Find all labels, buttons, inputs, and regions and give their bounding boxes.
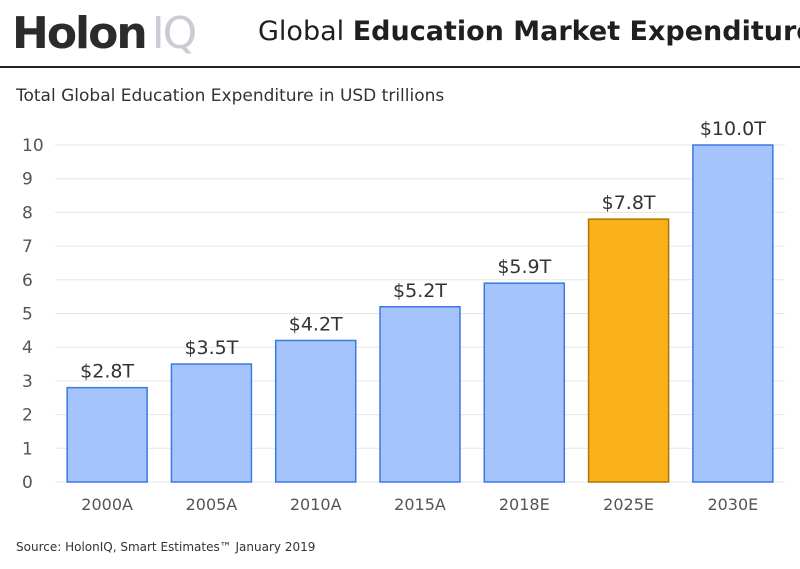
title-bold: Education Market Expenditure bbox=[352, 16, 800, 47]
y-tick-label: 5 bbox=[22, 305, 33, 325]
bar-2018E bbox=[483, 282, 566, 483]
bar-2015A bbox=[379, 306, 461, 483]
title-light: Global bbox=[258, 16, 353, 47]
data-label-2010A: $4.2T bbox=[289, 313, 343, 335]
logo-iq: IQ bbox=[151, 8, 198, 59]
bar-2000A bbox=[66, 386, 148, 483]
data-label-2000A: $2.8T bbox=[80, 361, 134, 383]
x-tick-label-2010A: 2010A bbox=[290, 495, 342, 514]
x-tick-label-2030E: 2030E bbox=[707, 495, 758, 514]
page-title: Global Education Market Expenditure bbox=[258, 12, 800, 52]
logo-holon: Holon bbox=[12, 8, 148, 59]
header-divider bbox=[0, 66, 800, 68]
x-tick-label-2015A: 2015A bbox=[394, 495, 446, 514]
chart-title: Total Global Education Expenditure in US… bbox=[16, 86, 445, 106]
bar-2005A bbox=[170, 363, 253, 483]
y-tick-label: 9 bbox=[22, 170, 33, 190]
holoniq-logo: Holon IQ bbox=[12, 6, 198, 62]
data-label-2030E: $10.0T bbox=[700, 118, 766, 140]
x-tick-label-2000A: 2000A bbox=[81, 495, 133, 514]
bar-2025E bbox=[587, 218, 670, 483]
y-tick-label: 6 bbox=[22, 271, 33, 291]
y-tick-label: 7 bbox=[22, 237, 33, 257]
y-tick-label: 1 bbox=[22, 439, 33, 459]
x-axis-labels: 2000A 2005A 2010A 2015A 2018E 2025E 2030E bbox=[81, 495, 758, 514]
y-tick-label: 8 bbox=[22, 203, 33, 223]
y-tick-label: 10 bbox=[22, 136, 44, 156]
data-label-2015A: $5.2T bbox=[393, 280, 447, 302]
y-axis-ticks: 0 1 2 3 4 5 6 7 8 9 10 bbox=[22, 136, 44, 493]
y-tick-label: 3 bbox=[22, 372, 33, 392]
source-note: Source: HolonIQ, Smart Estimates™ Januar… bbox=[16, 540, 316, 554]
data-labels: $2.8T $3.5T $4.2T $5.2T $5.9T $7.8T $10.0T bbox=[80, 118, 766, 383]
y-tick-label: 0 bbox=[22, 473, 33, 493]
x-tick-label-2025E: 2025E bbox=[603, 495, 654, 514]
bar-2030E bbox=[692, 144, 774, 483]
bars bbox=[66, 144, 774, 483]
y-tick-label: 4 bbox=[22, 338, 33, 358]
data-label-2005A: $3.5T bbox=[184, 337, 238, 359]
header: Holon IQ Global Education Market Expendit… bbox=[0, 0, 800, 72]
x-tick-label-2005A: 2005A bbox=[186, 495, 238, 514]
y-tick-label: 2 bbox=[22, 406, 33, 426]
data-label-2025E: $7.8T bbox=[602, 192, 656, 214]
bar-2010A bbox=[274, 339, 357, 483]
data-label-2018E: $5.9T bbox=[497, 256, 551, 278]
x-tick-label-2018E: 2018E bbox=[499, 495, 550, 514]
